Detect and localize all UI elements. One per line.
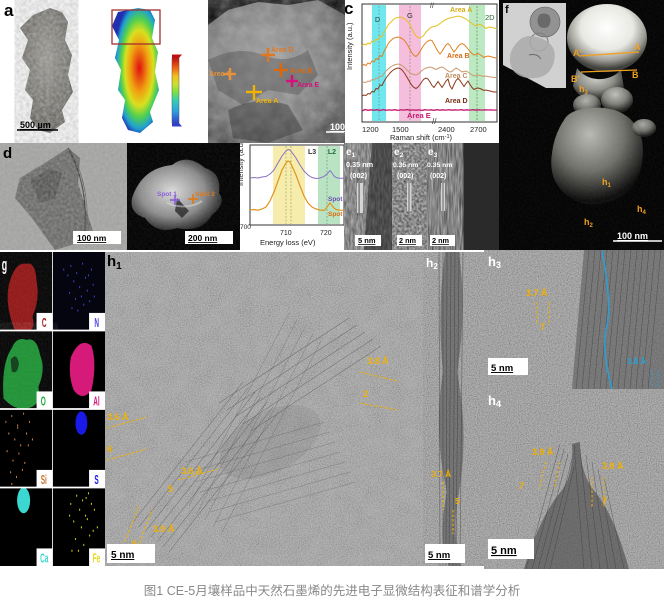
svg-text:Area C: Area C [209, 71, 232, 78]
svg-text:0.35 nm: 0.35 nm [393, 162, 418, 169]
svg-text:B': B' [571, 74, 580, 84]
svg-text://: // [432, 117, 437, 126]
svg-text:Area D: Area D [271, 47, 294, 54]
svg-text:2 nm: 2 nm [432, 236, 450, 245]
svg-text:2: 2 [363, 389, 368, 399]
svg-text:710: 710 [280, 230, 292, 237]
svg-text:Energy loss (eV): Energy loss (eV) [260, 238, 316, 247]
svg-text:3.8 Å: 3.8 Å [367, 356, 389, 366]
svg-text:Area A: Area A [450, 7, 472, 14]
svg-text:1200: 1200 [362, 125, 379, 134]
svg-text:Area B: Area B [447, 53, 470, 60]
svg-text:100 µm: 100 µm [330, 122, 345, 132]
svg-text:g: g [2, 254, 7, 274]
svg-text:5 nm: 5 nm [491, 363, 513, 374]
svg-text:7: 7 [519, 481, 524, 491]
svg-text:A: A [634, 42, 641, 52]
svg-text:(002): (002) [430, 173, 446, 180]
svg-text:N: N [94, 317, 99, 331]
svg-text:c: c [344, 0, 353, 18]
svg-text:3.6 Å: 3.6 Å [107, 412, 129, 422]
svg-text:5: 5 [168, 484, 173, 494]
svg-text:2D: 2D [485, 13, 495, 22]
svg-text:Al: Al [93, 395, 100, 409]
svg-text:L3: L3 [308, 149, 316, 156]
svg-text:2 nm: 2 nm [399, 236, 417, 245]
svg-text:Area D: Area D [445, 98, 468, 105]
svg-text:7: 7 [602, 496, 607, 506]
svg-text:Fe: Fe [93, 552, 101, 566]
svg-text:5 nm: 5 nm [428, 550, 450, 561]
svg-text:G: G [407, 11, 413, 20]
svg-text:Intensity (a.u.): Intensity (a.u.) [240, 143, 245, 186]
svg-text:L2: L2 [328, 149, 336, 156]
svg-text:5 nm: 5 nm [491, 545, 517, 557]
svg-text:6: 6 [107, 444, 112, 454]
svg-text:3.8 Å: 3.8 Å [627, 357, 646, 366]
svg-text:3.7 Å: 3.7 Å [526, 288, 548, 298]
svg-text:2700: 2700 [470, 125, 487, 134]
svg-text:3.7 Å: 3.7 Å [431, 469, 451, 479]
svg-text:5 nm: 5 nm [111, 550, 134, 561]
svg-text:100 nm: 100 nm [77, 233, 107, 243]
svg-text:5: 5 [455, 496, 460, 506]
svg-text:Area E: Area E [297, 82, 320, 89]
svg-text:O: O [41, 395, 46, 409]
svg-text:Area B: Area B [290, 68, 313, 75]
svg-text:Area A: Area A [256, 98, 278, 105]
svg-text:0.35 nm: 0.35 nm [346, 160, 374, 169]
svg-text:700: 700 [240, 224, 251, 231]
svg-text:500 µm: 500 µm [20, 120, 51, 130]
svg-text:A': A' [573, 48, 582, 58]
svg-text:S: S [94, 474, 98, 488]
svg-text:Intensity (a.u.): Intensity (a.u.) [345, 22, 354, 70]
svg-text:(002): (002) [397, 173, 413, 180]
svg-text:Spot 1: Spot 1 [157, 191, 177, 198]
svg-text:Spot 2: Spot 2 [195, 191, 215, 198]
svg-text:Raman shift (cm-1): Raman shift (cm-1) [390, 133, 453, 142]
svg-text:5 nm: 5 nm [358, 236, 376, 245]
svg-text:100 nm: 100 nm [617, 231, 648, 241]
svg-text:200 nm: 200 nm [188, 233, 218, 243]
svg-text://: // [430, 3, 434, 10]
svg-text:Spot 2: Spot 2 [328, 211, 344, 218]
svg-text:B: B [632, 70, 639, 80]
svg-text:a: a [4, 1, 14, 20]
svg-text:3.9 Å: 3.9 Å [602, 461, 624, 471]
svg-text:D: D [375, 17, 380, 24]
svg-text:7: 7 [540, 322, 545, 332]
svg-text:Ca: Ca [40, 552, 48, 566]
svg-text:720: 720 [320, 230, 332, 237]
svg-text:3.9 Å: 3.9 Å [153, 524, 175, 534]
svg-text:0.35 nm: 0.35 nm [427, 162, 452, 169]
svg-text:Area E: Area E [407, 111, 431, 120]
svg-text:3.9 Å: 3.9 Å [532, 447, 554, 457]
svg-text:Si: Si [41, 474, 47, 488]
svg-text:d: d [3, 145, 12, 162]
svg-text:Spot 1: Spot 1 [328, 196, 344, 203]
svg-text:C: C [42, 317, 47, 331]
svg-text:(002): (002) [350, 171, 368, 180]
